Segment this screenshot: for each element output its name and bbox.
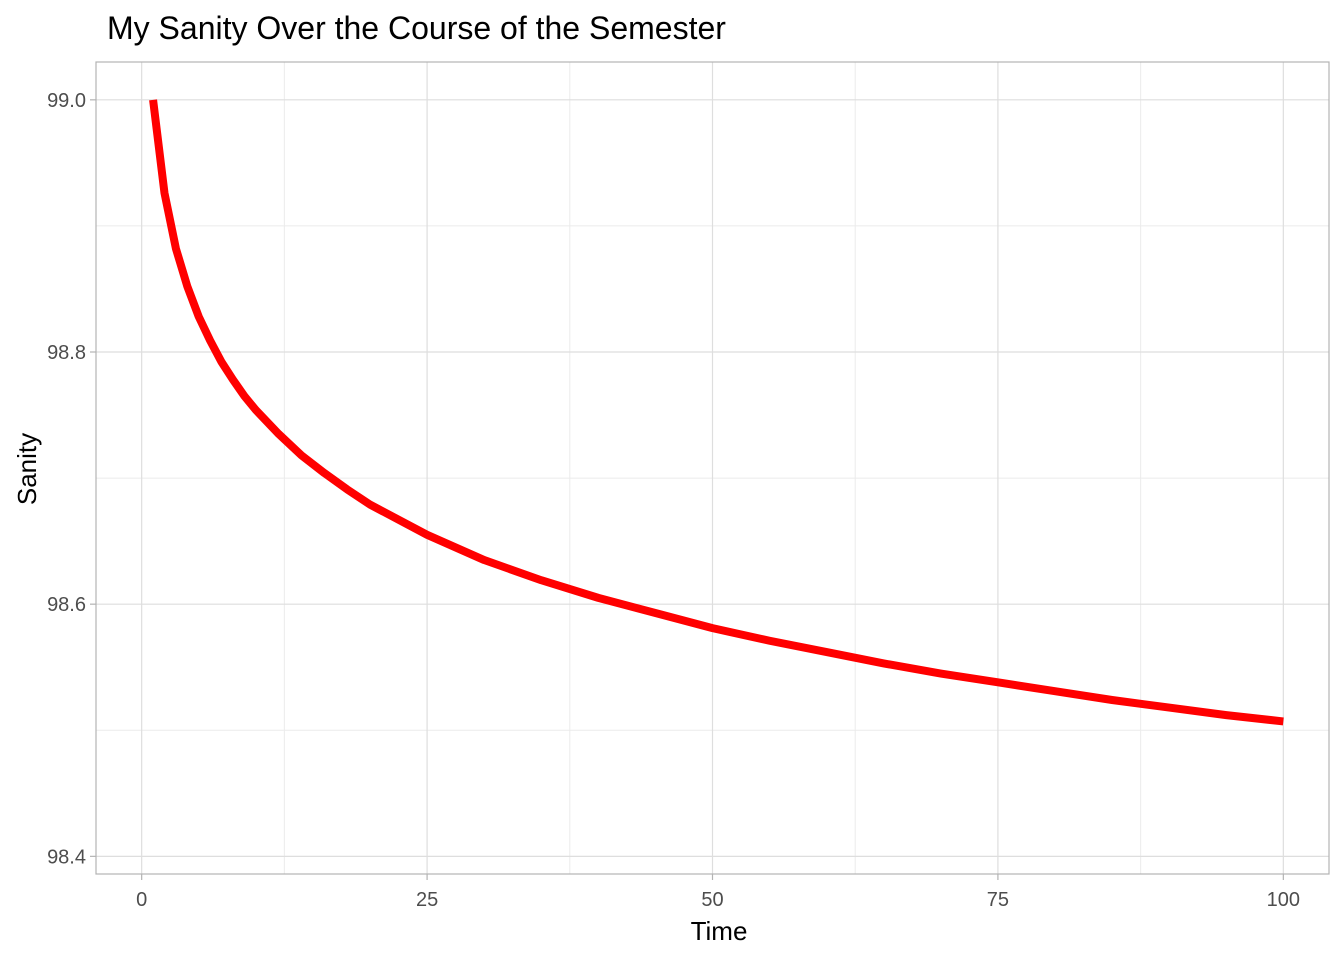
y-axis-title: Sanity <box>12 433 42 505</box>
y-tick-label: 99.0 <box>47 90 86 112</box>
sanity-series-line <box>149 99 1284 726</box>
x-axis-title: Time <box>691 916 748 946</box>
x-axis-ticks: 0 25 50 75 100 <box>136 874 1300 911</box>
y-tick-label: 98.6 <box>47 594 86 616</box>
series-layer <box>149 99 1284 726</box>
x-tick-label: 100 <box>1267 889 1300 911</box>
chart-title: My Sanity Over the Course of the Semeste… <box>107 10 726 46</box>
x-tick-label: 75 <box>987 889 1009 911</box>
major-gridlines <box>96 62 1329 874</box>
x-tick-label: 0 <box>136 889 147 911</box>
y-tick-label: 98.4 <box>47 846 86 868</box>
y-tick-label: 98.8 <box>47 342 86 364</box>
y-axis-ticks: 98.4 98.6 98.8 99.0 <box>47 90 96 868</box>
x-tick-label: 25 <box>416 889 438 911</box>
x-tick-label: 50 <box>701 889 723 911</box>
